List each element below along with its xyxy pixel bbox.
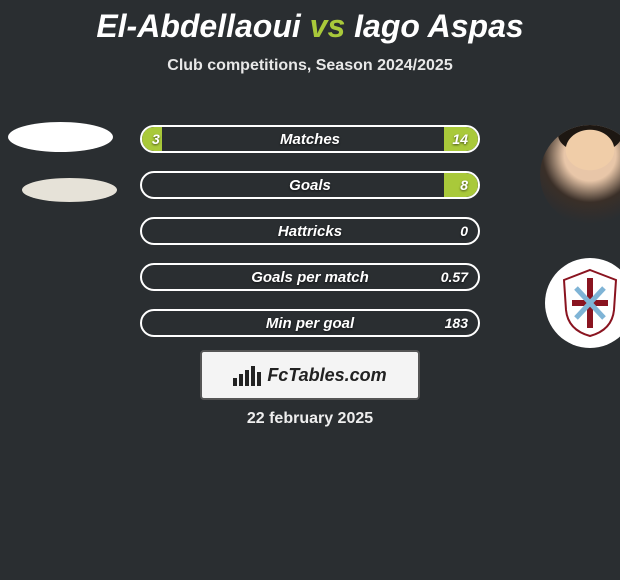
date-label: 22 february 2025	[0, 410, 620, 428]
player1-club-icon	[22, 178, 117, 202]
stat-row-goals-per-match: Goals per match 0.57	[140, 263, 480, 291]
stat-row-min-per-goal: Min per goal 183	[140, 309, 480, 337]
watermark-badge: FcTables.com	[200, 350, 420, 400]
watermark-text: FcTables.com	[267, 365, 386, 386]
bars-icon	[233, 364, 261, 386]
subtitle: Club competitions, Season 2024/2025	[0, 57, 620, 75]
player2-avatar-icon	[540, 125, 620, 225]
stat-label: Min per goal	[142, 311, 478, 335]
page-title: El-Abdellaoui vs Iago Aspas	[0, 0, 620, 45]
player2-name: Iago Aspas	[354, 8, 524, 44]
stat-label: Goals per match	[142, 265, 478, 289]
stat-value-right: 14	[452, 127, 468, 151]
stat-label: Matches	[142, 127, 478, 151]
stat-label: Goals	[142, 173, 478, 197]
player1-name: El-Abdellaoui	[96, 8, 300, 44]
stat-row-matches: 3 Matches 14	[140, 125, 480, 153]
stat-label: Hattricks	[142, 219, 478, 243]
player2-club-icon	[545, 258, 620, 348]
comparison-chart: 3 Matches 14 Goals 8 Hattricks 0 Goals p…	[140, 125, 480, 355]
stat-value-right: 183	[445, 311, 468, 335]
stat-value-right: 0.57	[441, 265, 468, 289]
vs-label: vs	[310, 8, 346, 44]
stat-row-hattricks: Hattricks 0	[140, 217, 480, 245]
stat-value-right: 0	[460, 219, 468, 243]
player1-avatar-icon	[8, 122, 113, 152]
stat-row-goals: Goals 8	[140, 171, 480, 199]
stat-value-right: 8	[460, 173, 468, 197]
